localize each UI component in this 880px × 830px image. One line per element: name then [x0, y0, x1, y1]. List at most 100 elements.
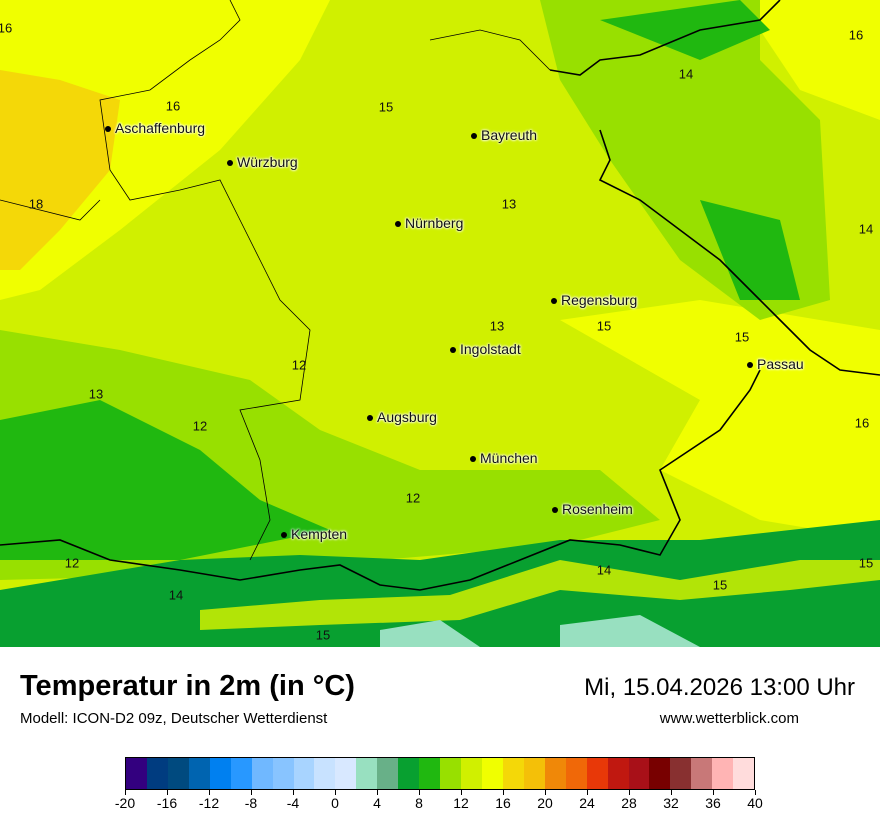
legend-swatch [565, 758, 587, 789]
legend-tick [671, 790, 672, 795]
country-border [549, 0, 880, 376]
legend-tick [377, 790, 378, 795]
city-dot-icon [470, 456, 476, 463]
city-name: München [480, 450, 538, 466]
city-kempten: Kempten [281, 526, 347, 542]
city-bayreuth: Bayreuth [471, 127, 537, 143]
city-dot-icon [105, 126, 111, 133]
temp-value: 16 [165, 98, 181, 114]
legend-swatch [230, 758, 252, 789]
city-aschaffenburg: Aschaffenburg [105, 120, 205, 136]
legend-swatch [461, 758, 482, 789]
zone-alps-valleys [200, 560, 880, 630]
city-dot-icon [551, 298, 557, 305]
legend-tick-label: 28 [621, 795, 637, 811]
city-regensburg: Regensburg [551, 292, 637, 308]
city-dot-icon [367, 415, 373, 422]
state-borders [0, 0, 551, 561]
legend-swatch [251, 758, 273, 789]
legend-tick-label: 36 [705, 795, 721, 811]
legend-tick-label: 24 [579, 795, 595, 811]
zone-16-east [560, 300, 880, 540]
legend-tick [251, 790, 252, 795]
legend-tick-label: -20 [114, 795, 136, 811]
temperature-map [0, 0, 880, 647]
legend-tick [629, 790, 630, 795]
temp-value: 15 [858, 555, 874, 571]
legend-tick [755, 790, 756, 795]
zone-16 [0, 0, 330, 300]
temp-value: 16 [0, 20, 13, 36]
city-name: Ingolstadt [460, 341, 521, 357]
legend-swatch [670, 758, 692, 789]
city-rosenheim: Rosenheim [552, 501, 633, 517]
legend-swatch [146, 758, 168, 789]
temp-value: 13 [501, 196, 517, 212]
legend-swatch [440, 758, 461, 789]
legend-swatch [481, 758, 503, 789]
legend-tick-label: 12 [453, 795, 469, 811]
legend-tick [587, 790, 588, 795]
city-muenchen: München [470, 450, 538, 466]
legend-tick [713, 790, 714, 795]
legend-swatch [335, 758, 357, 789]
city-name: Passau [757, 356, 804, 372]
legend-swatch [607, 758, 629, 789]
temp-value: 16 [848, 27, 864, 43]
city-nuernberg: Nürnberg [395, 215, 463, 231]
legend-tick [167, 790, 168, 795]
map-title: Temperatur in 2m (in °C) [20, 670, 355, 702]
city-name: Rosenheim [562, 501, 633, 517]
city-name: Würzburg [237, 154, 298, 170]
city-augsburg: Augsburg [367, 409, 437, 425]
temp-value: 15 [734, 329, 750, 345]
temp-value: 12 [192, 418, 208, 434]
temp-value: 14 [678, 66, 694, 82]
legend-swatch [314, 758, 336, 789]
legend-tick [419, 790, 420, 795]
legend-swatch [293, 758, 315, 789]
city-dot-icon [450, 347, 456, 354]
legend-swatch [733, 758, 755, 789]
legend-tick-label: -4 [286, 795, 300, 811]
legend-swatch [523, 758, 545, 789]
legend-swatch [419, 758, 441, 789]
city-name: Regensburg [561, 292, 638, 308]
legend-swatch [691, 758, 713, 789]
city-name: Aschaffenburg [115, 120, 206, 136]
legend-tick-label: 8 [415, 795, 423, 811]
legend-tick [545, 790, 546, 795]
legend-swatch [356, 758, 378, 789]
legend-swatch [586, 758, 608, 789]
city-ingolstadt: Ingolstadt [450, 341, 521, 357]
temp-value: 15 [378, 99, 394, 115]
city-dot-icon [747, 362, 753, 369]
city-name: Nürnberg [405, 215, 464, 231]
temp-value: 12 [64, 555, 80, 571]
city-dot-icon [281, 532, 287, 539]
legend-swatch [272, 758, 294, 789]
legend-swatch [712, 758, 734, 789]
legend-ticks: -20 -16 -12 -8 -4 0 4 8 12 16 20 24 28 32 36 40 [115, 790, 763, 820]
legend-tick [461, 790, 462, 795]
legend-swatch [377, 758, 399, 789]
legend-swatch [209, 758, 231, 789]
city-name: Bayreuth [481, 127, 538, 143]
legend-tick-label: 40 [747, 795, 763, 811]
legend-tick-label: 4 [373, 795, 381, 811]
legend-tick-label: 16 [495, 795, 511, 811]
city-dot-icon [227, 160, 233, 167]
zone-12-center [0, 400, 330, 560]
temp-value: 12 [291, 357, 307, 373]
temp-value: 13 [489, 318, 505, 334]
borders [0, 0, 880, 591]
zone-12-ne [600, 0, 800, 300]
model-info: Modell: ICON-D2 09z, Deutscher Wetterdie… [20, 710, 328, 727]
legend-swatch [188, 758, 210, 789]
legend-tick [125, 790, 126, 795]
legend-swatch [628, 758, 650, 789]
legend-tick-label: 20 [537, 795, 553, 811]
legend-tick-label: -16 [156, 795, 178, 811]
country-border-south [0, 369, 761, 591]
city-dot-icon [552, 507, 558, 514]
